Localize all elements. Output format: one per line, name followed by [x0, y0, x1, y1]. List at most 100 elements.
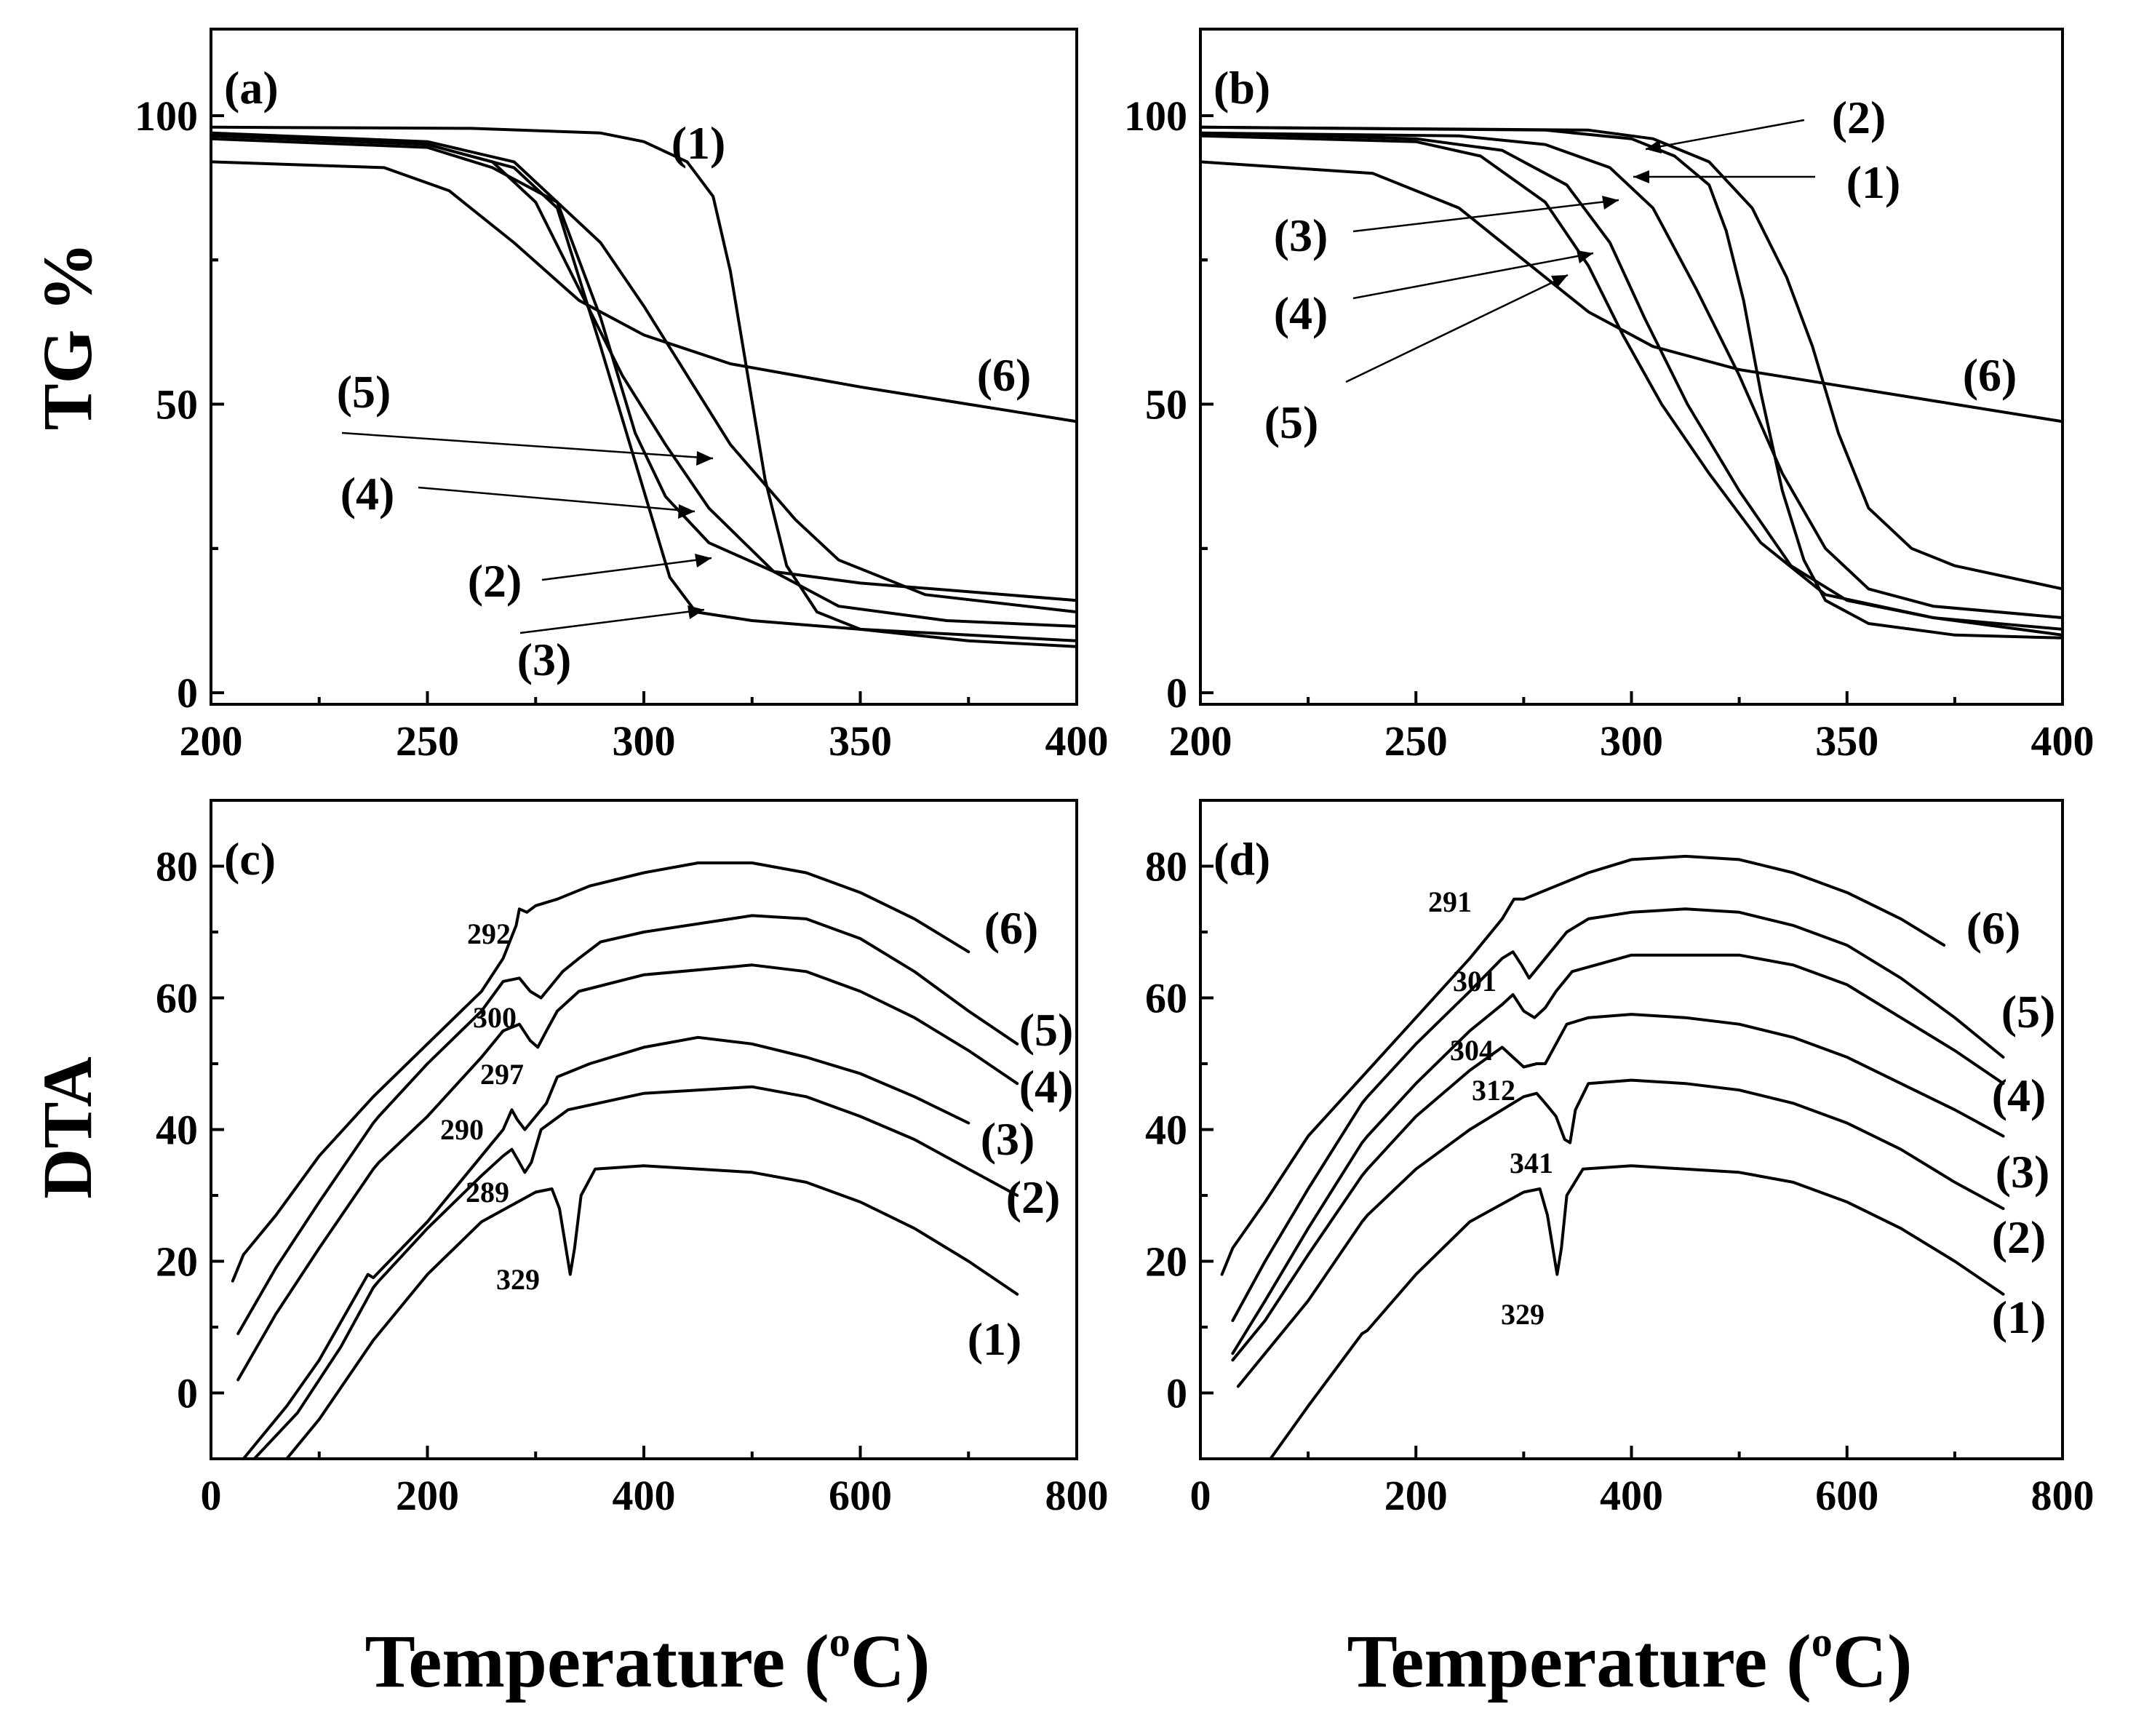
peak-label-290: 290 [440, 1113, 484, 1146]
x-tick-label: 0 [201, 1472, 222, 1519]
curve-label-2: (2) [1992, 1211, 2047, 1263]
y-tick-label: 40 [156, 1107, 198, 1154]
arrowhead-2 [695, 554, 712, 568]
curve-label-4: (4) [1992, 1070, 2047, 1121]
arrowhead-3 [688, 605, 704, 619]
peak-label-312: 312 [1472, 1074, 1515, 1107]
peak-label-341: 341 [1510, 1147, 1553, 1179]
y-axis-label: DTA [28, 1056, 106, 1199]
x-tick-label: 200 [1169, 717, 1232, 765]
peak-label-289: 289 [466, 1176, 509, 1209]
peak-label-291: 291 [1428, 885, 1472, 918]
y-tick-label: 100 [135, 92, 198, 140]
arrow-3 [1352, 199, 1619, 233]
series-line-3 [210, 131, 1078, 642]
curve-label-2: (2) [1006, 1171, 1061, 1223]
series-line-2 [210, 131, 1078, 602]
series-line-1 [1269, 1164, 2005, 1460]
panel-c: 0 200 400 600 800 0 20 40 60 80 (c) DTA 292 300 2… [28, 799, 1109, 1703]
series-line-3 [1231, 1013, 2005, 1362]
x-tick-label: 250 [1384, 717, 1448, 765]
series-line-1 [210, 125, 1078, 648]
y-tick-label: 100 [1124, 92, 1187, 140]
curve-label-2: (2) [1832, 92, 1886, 143]
curves [210, 125, 1078, 648]
arrowhead-2 [1646, 140, 1662, 154]
y-tick-label: 50 [1145, 381, 1187, 429]
peak-label-329: 329 [1501, 1298, 1545, 1331]
ticks: 200 250 300 350 400 0 50 100 [135, 92, 1109, 765]
y-tick-label: 20 [1145, 1238, 1187, 1286]
curve-label-3: (3) [1274, 210, 1328, 261]
curve-label-1: (1) [968, 1313, 1022, 1365]
curves [1220, 854, 2005, 1460]
curve-label-5: (5) [1019, 1004, 1074, 1056]
series-line-6 [231, 861, 971, 1283]
plot-frame [1199, 799, 2064, 1460]
curve-label-6: (6) [1966, 902, 2021, 954]
series-line-6 [210, 160, 1078, 423]
arrow-4 [1352, 252, 1594, 300]
x-tick-label: 400 [1600, 1472, 1663, 1519]
series-line-5 [1231, 907, 2005, 1322]
plot-frame [210, 799, 1078, 1460]
x-tick-label: 350 [1815, 717, 1878, 765]
panel-b: 200 250 300 350 400 0 50 100 (b) (2) (1) (3) (4… [1124, 28, 2095, 765]
peak-label-300: 300 [473, 1001, 517, 1034]
panel-label: (a) [224, 62, 279, 114]
curve-label-6: (6) [1963, 349, 2017, 401]
curve-label-6: (6) [984, 902, 1039, 954]
peak-label-297: 297 [480, 1058, 524, 1091]
curve-label-4: (4) [340, 468, 395, 519]
curve-label-1: (1) [672, 117, 726, 169]
x-axis-label: Temperature (oC) [1347, 1618, 1912, 1703]
y-axis-label: TG % [28, 242, 106, 431]
panel-d: 0 200 400 600 800 0 20 40 60 80 (d) 291 301 304 3… [1145, 799, 2095, 1703]
curve-label-2: (2) [468, 555, 522, 607]
x-tick-label: 600 [829, 1472, 892, 1519]
panel-label: (d) [1214, 833, 1270, 885]
x-tick-label: 250 [396, 717, 459, 765]
y-tick-label: 80 [1145, 843, 1187, 891]
y-tick-label: 60 [1145, 975, 1187, 1022]
curves [1199, 125, 2064, 640]
panel-label: (b) [1214, 62, 1270, 114]
peak-label-304: 304 [1450, 1034, 1494, 1067]
arrowhead-3 [1602, 196, 1619, 210]
x-tick-label: 400 [613, 1472, 676, 1519]
series-line-4 [236, 963, 1019, 1382]
series-line-5 [1199, 134, 2064, 637]
x-tick-label: 600 [1815, 1472, 1878, 1519]
series-line-6 [1199, 160, 2064, 423]
arrowhead-1 [1633, 170, 1649, 183]
x-tick-label: 200 [1384, 1472, 1448, 1519]
series-line-2 [1236, 1078, 2005, 1388]
arrow-2 [541, 557, 712, 581]
curve-label-4: (4) [1019, 1061, 1074, 1112]
curve-label-1: (1) [1992, 1291, 2047, 1343]
x-tick-label: 350 [829, 717, 892, 765]
x-tick-label: 800 [2031, 1472, 2095, 1519]
curve-label-4: (4) [1274, 287, 1328, 339]
ticks: 200 250 300 350 400 0 50 100 [1124, 92, 2095, 765]
arrow-3 [519, 608, 705, 634]
arrow-2 [1645, 119, 1805, 151]
series-line-2 [252, 1085, 1019, 1460]
series-line-3 [1199, 131, 2064, 619]
arrowhead-4 [1577, 250, 1593, 263]
x-tick-label: 200 [396, 1472, 459, 1519]
x-tick-label: 200 [180, 717, 243, 765]
y-tick-label: 0 [177, 1370, 198, 1417]
series-line-2 [1199, 125, 2064, 591]
curve-label-3: (3) [1996, 1146, 2050, 1198]
y-tick-label: 0 [1166, 669, 1187, 717]
arrow-4 [418, 486, 696, 513]
y-tick-label: 0 [177, 669, 198, 717]
peak-label-292: 292 [467, 917, 511, 950]
arrowhead-5 [696, 451, 713, 466]
curves [231, 861, 1019, 1460]
series-line-4 [1231, 953, 2005, 1355]
curve-label-3: (3) [981, 1113, 1035, 1165]
series-line-4 [1199, 131, 2064, 631]
peak-label-301: 301 [1453, 965, 1497, 998]
